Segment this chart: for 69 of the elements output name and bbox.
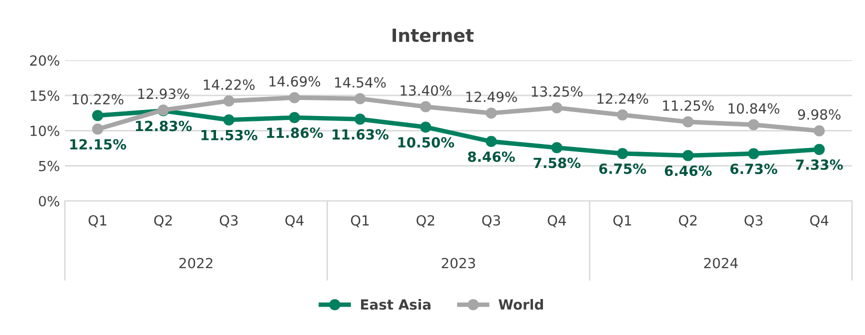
x-tick-label: Q4: [285, 215, 304, 228]
data-label: 10.84%: [728, 103, 780, 114]
data-label: 6.73%: [730, 164, 778, 174]
point: [288, 92, 300, 104]
data-label: 12.15%: [70, 139, 126, 150]
point: [354, 93, 366, 104]
point: [616, 148, 628, 160]
data-label: 11.53%: [202, 130, 258, 140]
x-tick-label: Q4: [810, 215, 828, 228]
x-tick-label: Q4: [548, 215, 566, 228]
legend-label: East Asia: [361, 299, 430, 310]
y-tick-label: 0%: [38, 196, 60, 206]
x-tick-label: Q1: [350, 215, 369, 228]
x-tick-label: Q2: [678, 215, 697, 228]
data-label: 11.63%: [332, 129, 389, 140]
point: [92, 110, 104, 122]
data-label: 9.98%: [798, 109, 841, 120]
point: [551, 102, 562, 114]
x-tick-label: Q1: [88, 215, 106, 228]
data-label: 12.49%: [466, 92, 517, 102]
point: [288, 112, 300, 124]
x-tick-label: Q2: [154, 215, 172, 228]
data-label: 11.86%: [267, 128, 323, 138]
data-label: 6.46%: [664, 166, 712, 176]
x-tick-label: Q2: [416, 215, 434, 228]
x-tick-label: Q3: [744, 215, 762, 228]
y-tick-label: 10%: [30, 126, 60, 136]
x-tick-label: Q3: [220, 215, 238, 228]
data-label: 14.22%: [204, 79, 255, 90]
data-label: 12.93%: [138, 88, 189, 100]
point: [486, 108, 497, 119]
data-label: 10.22%: [72, 94, 124, 104]
legend-label: World: [498, 299, 543, 310]
data-label: 6.75%: [599, 163, 646, 174]
data-label: 12.83%: [136, 120, 192, 132]
point: [420, 101, 432, 112]
data-label: 10.50%: [398, 137, 454, 148]
point: [814, 125, 825, 136]
data-label: 13.40%: [400, 85, 452, 96]
point: [748, 148, 760, 160]
data-label: 13.25%: [532, 86, 583, 97]
y-tick-label: 5%: [39, 160, 60, 172]
x-tick-label: Q3: [482, 215, 500, 228]
point: [682, 116, 694, 128]
text: 2024: [704, 258, 738, 268]
text: 2023: [442, 258, 476, 268]
chart-title: Internet: [392, 28, 474, 42]
point: [92, 124, 104, 135]
point: [551, 142, 562, 154]
point: [223, 114, 234, 126]
data-label: 7.58%: [534, 158, 580, 168]
point: [223, 95, 234, 107]
point: [748, 119, 760, 130]
point: [814, 144, 825, 155]
point: [486, 136, 497, 148]
point: [354, 114, 366, 125]
data-label: 14.69%: [270, 76, 320, 87]
data-label: 8.46%: [468, 151, 515, 162]
point: [682, 150, 694, 162]
point: [616, 109, 628, 120]
data-label: 7.33%: [796, 159, 843, 170]
data-label: 14.54%: [335, 77, 386, 88]
x-tick-label: Q1: [613, 215, 632, 228]
point: [420, 122, 432, 133]
y-tick-label: 15%: [30, 90, 60, 101]
y-tick-label: 20%: [30, 55, 60, 66]
data-label: 11.25%: [663, 100, 714, 111]
data-label: 12.24%: [597, 93, 648, 104]
text: 2022: [179, 258, 212, 268]
